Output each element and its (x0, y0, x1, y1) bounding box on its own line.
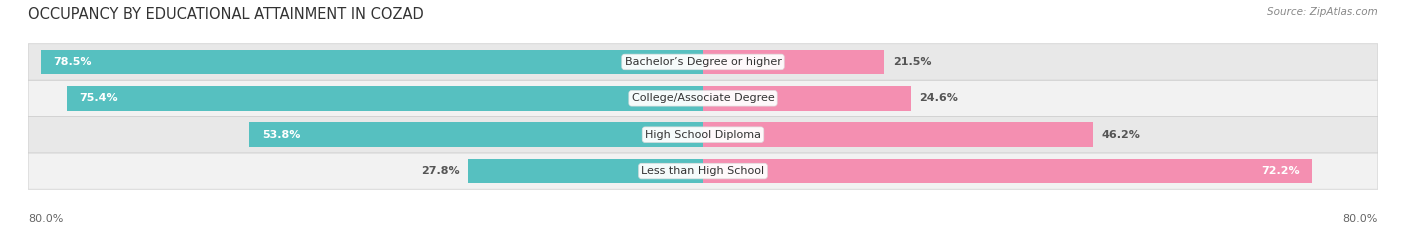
Bar (67, 86, 703, 111)
Bar (468, 159, 703, 183)
Text: College/Associate Degree: College/Associate Degree (631, 93, 775, 103)
Text: 72.2%: 72.2% (1261, 166, 1299, 176)
Text: 80.0%: 80.0% (28, 214, 63, 224)
Bar (41, 50, 703, 74)
FancyBboxPatch shape (28, 153, 1378, 189)
Text: 24.6%: 24.6% (920, 93, 957, 103)
FancyBboxPatch shape (28, 116, 1378, 153)
Text: Less than High School: Less than High School (641, 166, 765, 176)
FancyBboxPatch shape (28, 44, 1378, 80)
Text: 78.5%: 78.5% (53, 57, 91, 67)
Text: 21.5%: 21.5% (893, 57, 931, 67)
Text: 27.8%: 27.8% (422, 166, 460, 176)
Text: OCCUPANCY BY EDUCATIONAL ATTAINMENT IN COZAD: OCCUPANCY BY EDUCATIONAL ATTAINMENT IN C… (28, 7, 423, 22)
Bar (703, 122, 1092, 147)
Text: 80.0%: 80.0% (1343, 214, 1378, 224)
Bar (703, 50, 884, 74)
Text: Source: ZipAtlas.com: Source: ZipAtlas.com (1267, 7, 1378, 17)
FancyBboxPatch shape (28, 80, 1378, 116)
Bar (703, 86, 911, 111)
Text: Bachelor’s Degree or higher: Bachelor’s Degree or higher (624, 57, 782, 67)
Text: 46.2%: 46.2% (1101, 130, 1140, 140)
Bar (703, 159, 1312, 183)
Bar (249, 122, 703, 147)
Text: 75.4%: 75.4% (80, 93, 118, 103)
Text: High School Diploma: High School Diploma (645, 130, 761, 140)
Text: 53.8%: 53.8% (262, 130, 299, 140)
